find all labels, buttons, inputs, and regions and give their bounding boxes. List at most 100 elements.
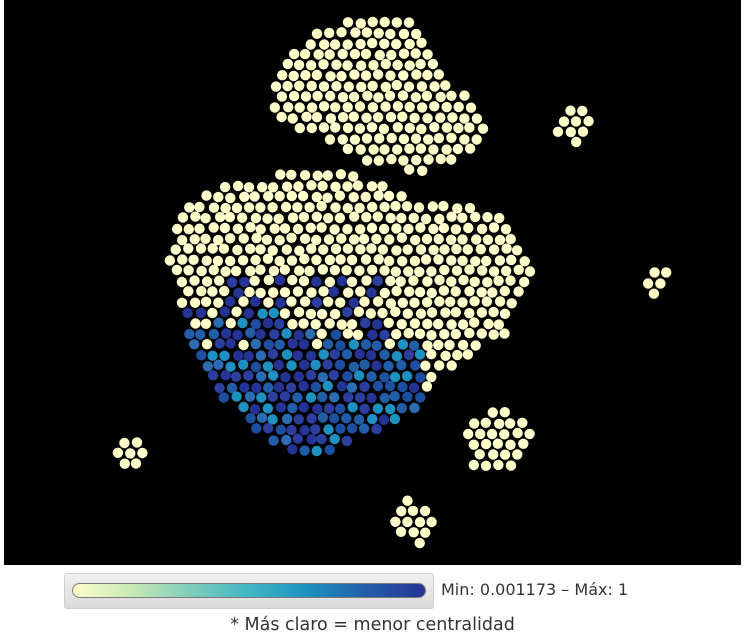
top-cluster-node <box>416 81 428 92</box>
main-cluster-node <box>262 253 274 264</box>
main-cluster-node <box>250 212 262 224</box>
top-cluster-node <box>459 134 470 145</box>
main-cluster-node <box>207 370 219 381</box>
top-cluster-node <box>318 81 330 92</box>
top-cluster-node <box>391 79 402 91</box>
main-cluster-node <box>318 244 329 255</box>
top-cluster-node <box>367 37 378 49</box>
top-cluster-node <box>367 102 379 113</box>
main-cluster-node <box>286 169 297 180</box>
main-cluster-node <box>176 276 188 288</box>
main-cluster-node <box>286 360 297 371</box>
main-cluster-node <box>311 297 323 308</box>
main-cluster-node <box>354 265 365 276</box>
main-cluster-node <box>365 350 377 361</box>
main-cluster-node <box>316 328 327 339</box>
main-cluster-node <box>482 277 493 288</box>
main-cluster-node <box>286 232 297 243</box>
main-cluster-node <box>421 297 433 308</box>
main-cluster-node <box>281 413 293 425</box>
top-cluster-node <box>318 101 330 112</box>
top-cluster-node <box>404 60 415 71</box>
top-cluster-node <box>459 90 470 101</box>
top-cluster-node <box>379 38 390 49</box>
top-cluster-node <box>417 165 428 176</box>
main-cluster-node <box>494 212 505 224</box>
lower-right-cluster-node <box>512 427 523 439</box>
main-cluster-node <box>358 233 370 245</box>
main-cluster-node <box>286 255 298 266</box>
main-cluster-node <box>519 256 530 267</box>
main-cluster-node <box>451 243 462 255</box>
main-cluster-node <box>256 412 268 423</box>
main-cluster-node <box>513 264 524 275</box>
top-cluster-node <box>415 143 427 154</box>
main-cluster-node <box>196 350 207 361</box>
main-cluster-node <box>324 318 335 329</box>
main-cluster-node <box>390 266 401 277</box>
main-cluster-node <box>440 307 451 318</box>
lower-right-cluster-node <box>499 429 510 440</box>
main-cluster-node <box>200 213 211 224</box>
main-cluster-node <box>243 308 254 319</box>
top-cluster-node <box>361 155 373 166</box>
main-cluster-node <box>273 359 284 371</box>
bottom-cluster-node <box>395 526 407 537</box>
main-cluster-node <box>245 327 256 338</box>
main-cluster-node <box>233 287 244 299</box>
top-cluster-node <box>403 17 415 28</box>
main-cluster-node <box>328 286 339 297</box>
top-cluster-node <box>342 60 353 71</box>
main-cluster-node <box>184 328 195 340</box>
main-cluster-node <box>297 190 309 202</box>
lower-right-cluster-node <box>517 417 528 428</box>
main-cluster-node <box>500 265 512 277</box>
main-cluster-node <box>488 329 499 340</box>
main-cluster-node <box>457 212 468 223</box>
top-cluster-node <box>404 101 415 113</box>
main-cluster-node <box>433 254 444 265</box>
main-cluster-node <box>255 202 266 213</box>
top-cluster-node <box>361 133 373 144</box>
main-cluster-node <box>231 306 242 317</box>
main-cluster-node <box>268 287 279 298</box>
main-cluster-node <box>366 392 377 404</box>
left-cluster-node <box>112 447 124 458</box>
top-cluster-node <box>386 132 397 144</box>
main-cluster-node <box>396 232 408 243</box>
main-cluster-node <box>311 445 322 457</box>
main-cluster-node <box>346 254 358 266</box>
top-cluster-node <box>325 71 336 82</box>
main-cluster-node <box>372 211 383 222</box>
top-cluster-node <box>276 111 287 123</box>
main-cluster-node <box>293 181 304 192</box>
main-cluster-node <box>255 371 267 382</box>
main-cluster-node <box>292 433 303 444</box>
top-cluster-node <box>294 102 305 113</box>
main-cluster-node <box>190 318 201 329</box>
top-cluster-node <box>379 16 390 28</box>
main-cluster-node <box>359 403 370 415</box>
bottom-cluster-node <box>419 505 431 517</box>
main-cluster-node <box>434 213 445 225</box>
main-cluster-node <box>298 380 309 392</box>
right-upper-cluster-node <box>571 136 582 148</box>
main-cluster-node <box>506 254 517 266</box>
main-cluster-node <box>323 296 334 307</box>
main-cluster-node <box>239 382 250 393</box>
main-cluster-node <box>274 191 285 202</box>
main-cluster-node <box>238 339 249 351</box>
main-cluster-node <box>214 338 225 349</box>
main-cluster-node <box>385 212 396 224</box>
main-cluster-node <box>281 434 292 446</box>
main-cluster-node <box>469 276 480 287</box>
main-cluster-node <box>275 402 287 413</box>
main-cluster-node <box>190 211 201 222</box>
main-cluster-node <box>471 234 482 245</box>
main-cluster-node <box>372 380 384 392</box>
main-cluster-node <box>373 254 384 265</box>
right-lower-cluster-node <box>642 278 654 289</box>
main-cluster-node <box>335 254 346 265</box>
bottom-cluster-node <box>414 517 426 528</box>
main-cluster-node <box>317 372 328 383</box>
